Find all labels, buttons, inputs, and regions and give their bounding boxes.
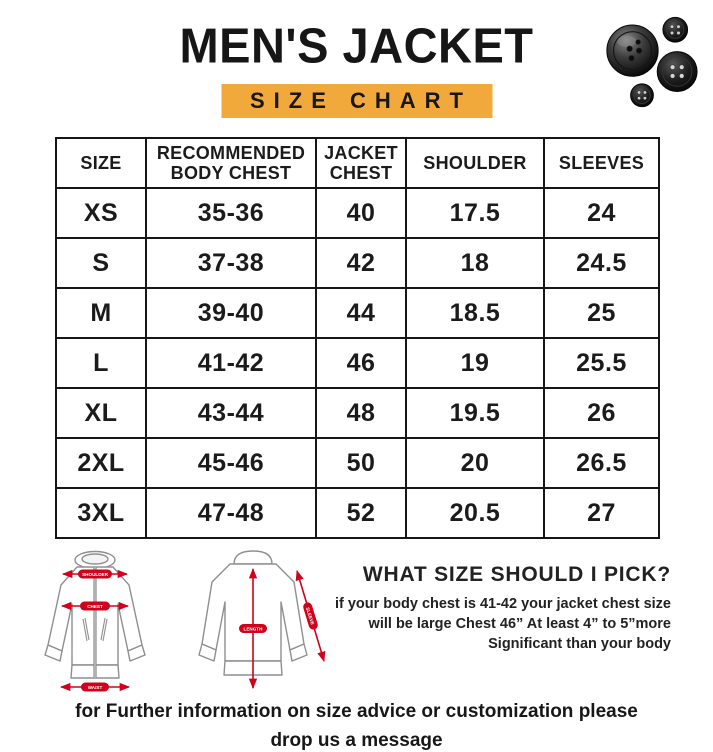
jacket-buttons-icon: [606, 16, 698, 108]
button-large: [606, 24, 659, 77]
guide-line-3: Significant than your body: [488, 636, 671, 652]
shoulder-label: SHOULDER: [82, 572, 108, 577]
cell-shoulder: 17.5: [405, 187, 545, 239]
waist-measure-arrow: WAIST: [59, 682, 131, 692]
col-header-body-chest: RECOMMENDED BODY CHEST: [145, 137, 317, 189]
cell-size: 2XL: [55, 437, 147, 489]
table-header-row: SIZE RECOMMENDED BODY CHEST JACKET CHEST…: [55, 137, 660, 189]
jacket-front-diagram: SHOULDER CHEST WAIST: [44, 550, 146, 692]
guide-heading: WHAT SIZE SHOULD I PICK?: [362, 563, 671, 586]
cell-size: S: [55, 237, 147, 289]
cell-sleeves: 24: [543, 187, 660, 239]
jacket-back-diagram: LENGTH SLEEVE: [198, 550, 326, 690]
cell-jacket-chest: 40: [315, 187, 407, 239]
cell-size: M: [55, 287, 147, 339]
table-row-xs: XS 35-36 40 17.5 24: [55, 187, 660, 239]
cell-shoulder: 20.5: [405, 487, 545, 539]
sleeve-measure-arrow: SLEEVE: [295, 570, 326, 662]
cell-body-chest: 47-48: [145, 487, 317, 539]
col-header-shoulder: SHOULDER: [405, 137, 545, 189]
cell-size: 3XL: [55, 487, 147, 539]
footer-line-1: for Further information on size advice o…: [75, 701, 638, 722]
guide-line-1: if your body chest is 41-42 your jacket …: [334, 596, 671, 612]
cell-jacket-chest: 46: [315, 337, 407, 389]
cell-jacket-chest: 50: [315, 437, 407, 489]
cell-body-chest: 35-36: [145, 187, 317, 239]
cell-shoulder: 18: [405, 237, 545, 289]
button-medium: [656, 51, 698, 92]
cell-jacket-chest: 44: [315, 287, 407, 339]
cell-sleeves: 25.5: [543, 337, 660, 389]
size-guide: WHAT SIZE SHOULD I PICK? if your body ch…: [326, 563, 671, 654]
cell-size: XL: [55, 387, 147, 439]
cell-sleeves: 26.5: [543, 437, 660, 489]
cell-body-chest: 41-42: [145, 337, 317, 389]
cell-jacket-chest: 52: [315, 487, 407, 539]
size-chart-table: SIZE RECOMMENDED BODY CHEST JACKET CHEST…: [55, 137, 660, 539]
cell-shoulder: 19: [405, 337, 545, 389]
cell-jacket-chest: 42: [315, 237, 407, 289]
footer-note: for Further information on size advice o…: [0, 697, 713, 752]
chest-label: CHEST: [87, 604, 103, 609]
length-label: LENGTH: [244, 627, 264, 632]
cell-body-chest: 37-38: [145, 237, 317, 289]
table-row-l: L 41-42 46 19 25.5: [55, 337, 660, 389]
button-small-top: [662, 16, 689, 43]
cell-body-chest: 45-46: [145, 437, 317, 489]
footer-line-2: drop us a message: [270, 730, 443, 752]
cell-size: XS: [55, 187, 147, 239]
cell-sleeves: 27: [543, 487, 660, 539]
shoulder-measure-arrow: SHOULDER: [61, 569, 129, 579]
col-header-sleeves: SLEEVES: [543, 137, 660, 189]
cell-sleeves: 24.5: [543, 237, 660, 289]
button-small-bottom: [630, 83, 654, 108]
col-header-jacket-chest: JACKET CHEST: [315, 137, 407, 189]
table-row-s: S 37-38 42 18 24.5: [55, 237, 660, 289]
cell-shoulder: 19.5: [405, 387, 545, 439]
size-chart-banner: SIZE CHART: [221, 84, 492, 118]
cell-body-chest: 39-40: [145, 287, 317, 339]
cell-sleeves: 25: [543, 287, 660, 339]
page-title: MEN'S JACKET: [179, 17, 534, 74]
table-row-m: M 39-40 44 18.5 25: [55, 287, 660, 339]
cell-shoulder: 18.5: [405, 287, 545, 339]
sleeve-label: SLEEVE: [305, 607, 315, 626]
cell-shoulder: 20: [405, 437, 545, 489]
cell-size: L: [55, 337, 147, 389]
table-row-xl: XL 43-44 48 19.5 26: [55, 387, 660, 439]
waist-label: WAIST: [88, 685, 103, 690]
table-row-3xl: 3XL 47-48 52 20.5 27: [55, 487, 660, 539]
length-measure-arrow: LENGTH: [239, 567, 267, 690]
cell-sleeves: 26: [543, 387, 660, 439]
guide-line-2: will be large Chest 46” At least 4” to 5…: [368, 616, 671, 632]
cell-body-chest: 43-44: [145, 387, 317, 439]
table-row-2xl: 2XL 45-46 50 20 26.5: [55, 437, 660, 489]
col-header-size: SIZE: [55, 137, 147, 189]
cell-jacket-chest: 48: [315, 387, 407, 439]
chest-measure-arrow: CHEST: [60, 601, 130, 611]
